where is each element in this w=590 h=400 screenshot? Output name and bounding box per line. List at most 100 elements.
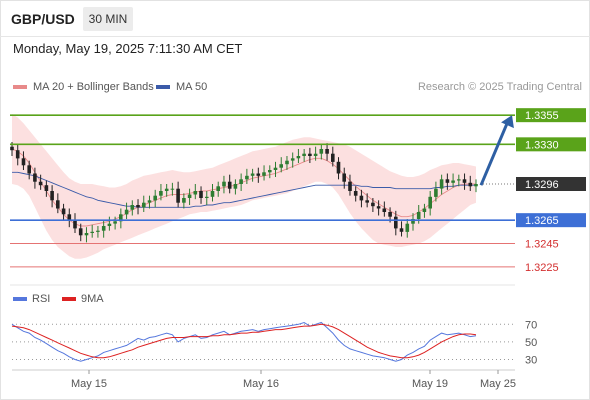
x-tick-label: May 15 bbox=[71, 378, 107, 390]
candle-body bbox=[193, 191, 198, 195]
candle-body bbox=[245, 175, 249, 180]
level-label-bg bbox=[516, 108, 586, 123]
candle-body bbox=[124, 209, 129, 215]
candle-body bbox=[308, 153, 312, 156]
candle-body bbox=[205, 196, 209, 198]
rsi-tick-label: 50 bbox=[525, 337, 537, 349]
candle-body bbox=[336, 161, 341, 174]
candle-body bbox=[302, 153, 306, 156]
timeframe-button[interactable]: 30 MIN bbox=[83, 7, 133, 31]
level-label: 1.3225 bbox=[525, 262, 559, 274]
legend-swatch bbox=[13, 85, 27, 89]
candle-body bbox=[84, 233, 89, 236]
legend-label: MA 50 bbox=[176, 81, 207, 93]
candle-body bbox=[474, 184, 478, 187]
level-label: 1.3355 bbox=[525, 110, 559, 122]
last-price-label: 1.3296 bbox=[525, 179, 559, 191]
candle-body bbox=[416, 212, 421, 219]
level-label-bg bbox=[516, 137, 586, 152]
candle-body bbox=[136, 205, 140, 208]
candle-body bbox=[331, 153, 335, 162]
level-label: 1.3245 bbox=[525, 239, 559, 251]
candle-body bbox=[101, 226, 106, 231]
last-price-bg bbox=[516, 177, 586, 191]
candle-body bbox=[227, 181, 232, 189]
candle-body bbox=[38, 181, 43, 186]
legends: MA 20 + Bollinger Bands MA 50 Research © 2… bbox=[13, 81, 582, 305]
candle-body bbox=[67, 214, 72, 221]
candle-body bbox=[290, 158, 295, 161]
candle-body bbox=[159, 191, 163, 196]
candle-body bbox=[422, 208, 427, 212]
credit-text: Research © 2025 Trading Central bbox=[418, 81, 582, 93]
candle-body bbox=[445, 179, 450, 183]
candle-body bbox=[130, 205, 135, 210]
candle-body bbox=[268, 170, 272, 173]
rsi-legend-swatch bbox=[13, 297, 27, 301]
level-label: 1.3265 bbox=[525, 215, 559, 227]
candle-body bbox=[33, 173, 37, 182]
candle-body bbox=[371, 202, 375, 207]
candle-body bbox=[468, 182, 473, 187]
candle-body bbox=[250, 173, 255, 176]
candle-body bbox=[239, 179, 243, 184]
candle-body bbox=[388, 212, 392, 217]
candle-body bbox=[222, 181, 226, 187]
candle-body bbox=[325, 149, 329, 154]
candle-body bbox=[113, 221, 117, 224]
candle-body bbox=[164, 188, 169, 191]
level-label-bg bbox=[516, 213, 586, 228]
candle-body bbox=[394, 216, 398, 229]
candle-body bbox=[182, 198, 186, 203]
rsi-plot: 70 50 30 bbox=[11, 319, 537, 366]
candle-body bbox=[50, 191, 54, 201]
candle-body bbox=[73, 220, 77, 229]
candle-body bbox=[348, 181, 352, 191]
candle-body bbox=[273, 167, 278, 170]
candle-body bbox=[44, 185, 49, 191]
candle-body bbox=[353, 191, 358, 196]
candle-body bbox=[359, 195, 364, 201]
candle-body bbox=[313, 153, 318, 156]
candle-body bbox=[96, 230, 100, 232]
forecast-arrow-shaft bbox=[479, 120, 510, 186]
candle-body bbox=[78, 228, 83, 236]
rsi-tick-label: 30 bbox=[525, 354, 537, 366]
candle-body bbox=[90, 231, 94, 233]
candle-body bbox=[457, 179, 461, 181]
candle-body bbox=[187, 194, 192, 198]
candle-body bbox=[319, 149, 324, 154]
legend-label: MA 20 + Bollinger Bands bbox=[33, 81, 154, 93]
candle-body bbox=[411, 219, 415, 224]
ma50-line bbox=[12, 171, 476, 208]
candle-body bbox=[451, 180, 455, 183]
candle-body bbox=[285, 160, 289, 165]
candle-body bbox=[119, 214, 123, 222]
candle-body bbox=[405, 223, 410, 232]
candle-body bbox=[382, 208, 387, 212]
legend-swatch bbox=[156, 85, 170, 89]
rsi-legend-label: RSI bbox=[32, 293, 50, 305]
rsi-legend-swatch bbox=[62, 297, 76, 301]
candle-body bbox=[365, 200, 369, 203]
rsi-tick-label: 70 bbox=[525, 319, 537, 331]
candle-body bbox=[439, 179, 444, 189]
axes: May 15 May 16 May 19 May 25 bbox=[10, 284, 516, 390]
candle-body bbox=[27, 165, 31, 174]
x-tick-label: May 19 bbox=[412, 378, 448, 390]
candle-body bbox=[376, 206, 381, 209]
candle-body bbox=[210, 191, 215, 197]
candle-body bbox=[256, 173, 261, 176]
candle-body bbox=[262, 172, 266, 176]
ma20-line bbox=[11, 148, 476, 227]
candle-body bbox=[107, 223, 112, 226]
candle-body bbox=[462, 179, 467, 183]
candle-body bbox=[199, 191, 203, 198]
candle-body bbox=[147, 200, 152, 203]
candle-body bbox=[153, 195, 157, 201]
currency-pair-title: GBP/USD bbox=[11, 11, 75, 27]
candle-body bbox=[279, 164, 283, 168]
candle-body bbox=[216, 186, 220, 191]
candle-body bbox=[434, 188, 438, 197]
candle-body bbox=[15, 150, 20, 159]
